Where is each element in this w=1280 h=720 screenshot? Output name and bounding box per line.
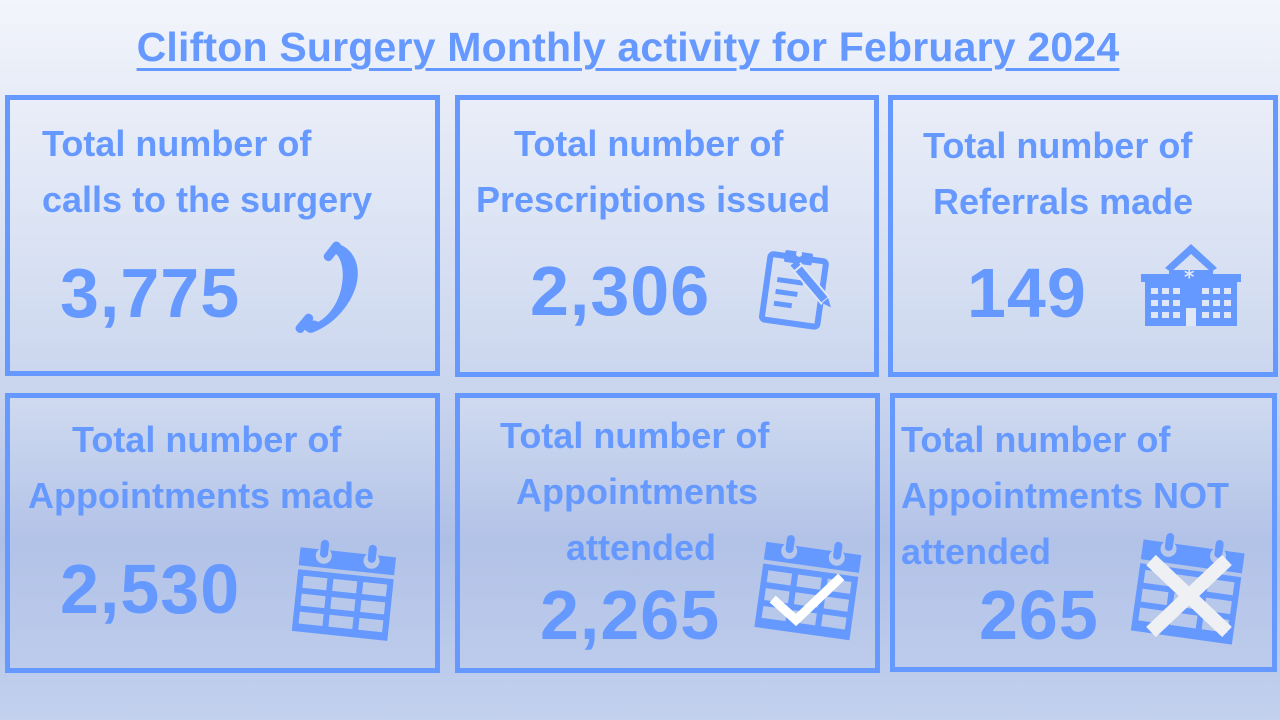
calendar-icon bbox=[288, 538, 398, 648]
appointments-made-label-line2: Appointments made bbox=[28, 475, 375, 516]
prescriptions-card: Total number of Prescriptions issued 2,3… bbox=[455, 95, 879, 377]
appointments-not-attended-label-line2: Appointments NOT bbox=[901, 475, 1229, 516]
calls-card: Total number of calls to the surgery 3,7… bbox=[5, 95, 440, 376]
referrals-label-line2: Referrals made bbox=[933, 181, 1194, 222]
appointments-not-attended-label-line1: Total number of bbox=[901, 419, 1171, 460]
page-title: Clifton Surgery Monthly activity for Feb… bbox=[136, 24, 1120, 70]
referrals-value: 149 bbox=[967, 254, 1087, 332]
referrals-card: Total number of Referrals made 149 * bbox=[888, 95, 1278, 377]
appointments-made-card: Total number of Appointments made 2,530 bbox=[5, 393, 440, 673]
prescriptions-value: 2,306 bbox=[530, 252, 711, 330]
hospital-icon: * bbox=[1139, 242, 1243, 328]
svg-text:*: * bbox=[1184, 265, 1195, 289]
calls-label-line1: Total number of bbox=[42, 123, 312, 164]
appointments-attended-label-line1: Total number of bbox=[500, 415, 770, 456]
appointments-made-label-line1: Total number of bbox=[72, 419, 342, 460]
phone-icon bbox=[290, 238, 370, 338]
appointments-attended-value: 2,265 bbox=[540, 576, 721, 654]
prescriptions-label-line2: Prescriptions issued bbox=[476, 179, 831, 220]
calls-value: 3,775 bbox=[60, 254, 241, 332]
appointments-not-attended-label-line3: attended bbox=[901, 531, 1052, 572]
referrals-label-line1: Total number of bbox=[923, 125, 1193, 166]
calendar-cross-icon bbox=[1125, 528, 1251, 652]
calendar-check-icon bbox=[750, 532, 866, 648]
appointments-not-attended-card: Total number of Appointments NOT attende… bbox=[890, 393, 1277, 672]
appointments-made-value: 2,530 bbox=[60, 550, 241, 628]
appointments-attended-card: Total number of Appointments attended 2,… bbox=[455, 393, 880, 673]
appointments-attended-label-line3: attended bbox=[566, 527, 717, 568]
clipboard-pencil-icon bbox=[758, 248, 848, 332]
calls-label-line2: calls to the surgery bbox=[42, 179, 373, 220]
appointments-attended-label-line2: Appointments bbox=[516, 471, 758, 512]
appointments-not-attended-value: 265 bbox=[979, 576, 1099, 654]
prescriptions-label-line1: Total number of bbox=[514, 123, 784, 164]
